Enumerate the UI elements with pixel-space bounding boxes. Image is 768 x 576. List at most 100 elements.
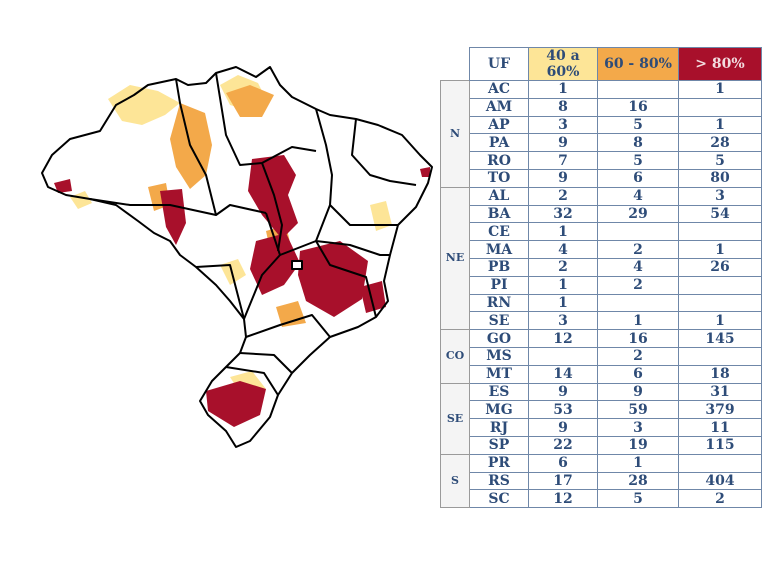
table-row: NE AL 2 4 3 [440, 186, 762, 331]
range-over-80-cell: 28 [678, 133, 762, 153]
header-uf: UF [469, 47, 529, 81]
range-40-60-cell: 3 [528, 115, 598, 135]
range-60-80-cell: 6 [597, 364, 679, 384]
table-row: BA 32 29 54 [441, 204, 762, 224]
table-row: CE 1 [441, 222, 762, 242]
range-60-80-cell: 19 [597, 435, 679, 455]
range-over-80-cell: 1 [678, 80, 762, 99]
table-row: MT 14 6 18 [441, 364, 762, 384]
range-over-80-cell [678, 453, 762, 473]
uf-cell: RS [469, 471, 529, 491]
country-outline [41, 66, 433, 448]
table-row: SE 3 1 1 [441, 311, 762, 331]
uf-cell: PA [469, 133, 529, 153]
region-label: CO [440, 329, 470, 384]
range-60-80-cell [597, 293, 679, 313]
border-ba [315, 204, 390, 256]
table-row: S PR 6 1 [440, 453, 762, 509]
range-60-80-cell: 2 [597, 240, 679, 259]
state-borders [41, 66, 433, 448]
uf-cell: MT [469, 364, 529, 384]
range-over-80-cell [678, 293, 762, 313]
table-row: N AC 1 1 [440, 80, 762, 188]
uf-cell: SP [469, 435, 529, 455]
range-60-80-cell: 2 [597, 346, 679, 366]
range-over-80-cell [678, 275, 762, 295]
border-sc [225, 366, 279, 396]
range-over-80-cell: 54 [678, 204, 762, 224]
range-40-60-cell: 1 [528, 80, 598, 99]
range-40-60-cell: 17 [528, 471, 598, 491]
region-high-to [248, 155, 298, 239]
range-40-60-cell: 1 [528, 275, 598, 295]
range-over-80-cell: 1 [678, 311, 762, 331]
uf-cell: MS [469, 346, 529, 366]
uf-cell: PB [469, 257, 529, 277]
region-high-mg [298, 241, 368, 317]
range-over-80-cell: 11 [678, 418, 762, 437]
uf-cell: ES [469, 382, 529, 402]
range-60-80-cell: 3 [597, 418, 679, 437]
range-60-80-cell: 6 [597, 168, 679, 188]
range-over-80-cell: 1 [678, 240, 762, 259]
border-ms [195, 264, 245, 320]
region-high-rs [206, 381, 266, 427]
range-over-80-cell: 31 [678, 382, 762, 402]
range-over-80-cell [678, 222, 762, 242]
range-60-80-cell: 1 [597, 453, 679, 473]
range-60-80-cell: 5 [597, 489, 679, 509]
range-60-80-cell: 16 [597, 329, 679, 348]
border-pr [239, 352, 293, 374]
range-40-60-cell: 32 [528, 204, 598, 224]
region-high-mt [160, 189, 186, 245]
brazil-map [41, 66, 433, 448]
table-row: MG 53 59 379 [441, 400, 762, 420]
uf-cell: TO [469, 168, 529, 188]
border-ne-inner [351, 118, 417, 186]
range-40-60-cell: 2 [528, 257, 598, 277]
border-sp [245, 314, 331, 338]
border-to [261, 162, 283, 252]
range-60-80-cell [597, 222, 679, 242]
range-60-80-cell [597, 80, 679, 99]
table-row: RN 1 [441, 293, 762, 313]
region-high-mg-east [360, 281, 386, 313]
range-60-80-cell: 29 [597, 204, 679, 224]
range-over-80-cell: 2 [678, 489, 762, 509]
uf-cell: PR [469, 453, 529, 473]
range-40-60-cell: 9 [528, 382, 598, 402]
data-table: UF 40 a 60% 60 - 80% > 80% N AC 1 1 AM 8 16 AP 3… [440, 47, 762, 509]
range-over-80-cell: 115 [678, 435, 762, 455]
df-outline [291, 260, 303, 270]
range-over-80-cell: 379 [678, 400, 762, 420]
range-40-60-cell: 14 [528, 364, 598, 384]
range-over-80-cell: 145 [678, 329, 762, 348]
region-high-ac [54, 179, 72, 193]
border-pa-north [215, 72, 317, 166]
table-row: CO GO 12 16 145 [440, 329, 762, 384]
table-row: PI 1 2 [441, 275, 762, 295]
region-high-go [250, 233, 300, 295]
table-row: MS 2 [441, 346, 762, 366]
border-go-mg [243, 212, 281, 320]
range-40-60-cell: 53 [528, 400, 598, 420]
table-body: N AC 1 1 AM 8 16 AP 3 5 1 PA 9 8 28 RO 7 5 5 TO 9 6 80 NE AL 2 4 3 B… [440, 80, 762, 509]
range-over-80-cell: 5 [678, 151, 762, 170]
table-row: SC 12 5 2 [441, 489, 762, 509]
range-40-60-cell: 2 [528, 186, 598, 206]
range-over-80-cell: 3 [678, 186, 762, 206]
range-60-80-cell: 2 [597, 275, 679, 295]
range-40-60-cell: 9 [528, 133, 598, 153]
range-40-60-cell: 9 [528, 168, 598, 188]
range-over-80-cell: 80 [678, 168, 762, 188]
range-over-80-cell: 1 [678, 115, 762, 135]
uf-cell: AM [469, 97, 529, 117]
range-40-60-cell: 7 [528, 151, 598, 170]
region-mid-north [226, 85, 274, 117]
header-40-60: 40 a 60% [528, 47, 598, 81]
border-am-pa [175, 78, 217, 216]
uf-cell: RO [469, 151, 529, 170]
range-60-80-cell: 8 [597, 133, 679, 153]
uf-cell: PI [469, 275, 529, 295]
uf-cell: AC [469, 80, 529, 99]
